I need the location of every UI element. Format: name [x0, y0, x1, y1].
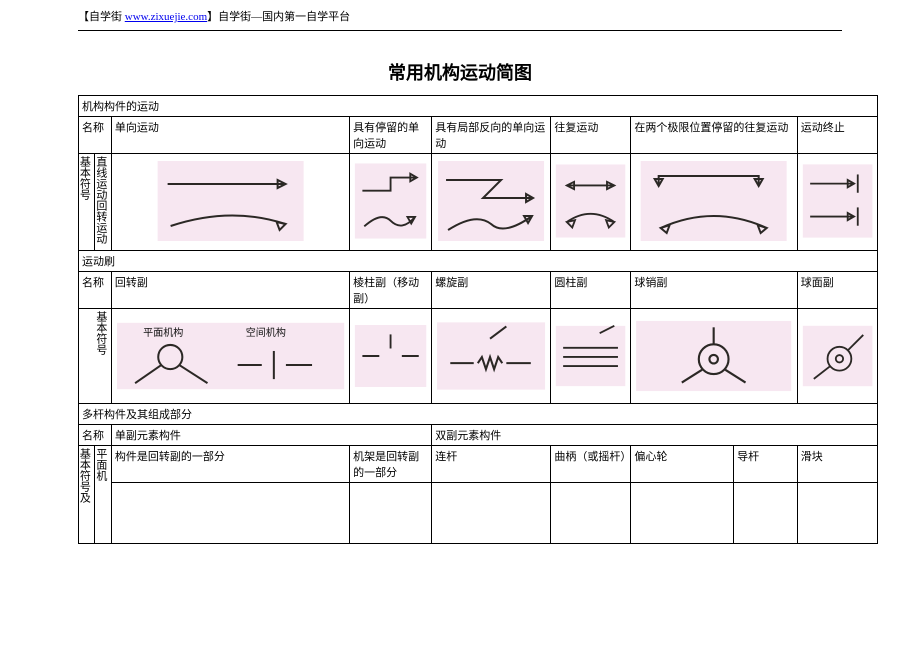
section2-header: 运动刷	[79, 251, 878, 272]
sym-s1-4	[631, 154, 797, 251]
s2-col-1: 棱柱副（移动副）	[350, 272, 432, 309]
sym-s2-3	[551, 309, 631, 404]
mechanism-table: 机构构件的运动 名称 单向运动 具有停留的单向运动 具有局部反向的单向运动 往复…	[78, 95, 878, 544]
pair-label-1: 空间机构	[246, 326, 286, 339]
s3-cell-3	[551, 483, 631, 544]
s3-r2: 偏心轮	[631, 446, 734, 483]
s1-col-2: 具有局部反向的单向运动	[432, 117, 551, 154]
s3-left-group: 单副元素构件	[111, 425, 431, 446]
s1-col-1: 具有停留的单向运动	[350, 117, 432, 154]
label-symbol-1: 基本符号	[79, 154, 95, 251]
s1-col-4: 在两个极限位置停留的往复运动	[631, 117, 797, 154]
label-sub-1: 直线运动回转运动	[95, 154, 111, 251]
sym-s2-4	[631, 309, 797, 404]
sym-s2-0: 平面机构 空间机构	[111, 309, 349, 404]
label-symbol-2: 基本符号	[79, 309, 112, 404]
sym-s2-2	[432, 309, 551, 404]
s3-l0: 构件是回转副的一部分	[111, 446, 349, 483]
pair-label-0: 平面机构	[143, 326, 183, 339]
label-sub-3: 平面机	[95, 446, 111, 544]
label-name-1: 名称	[79, 117, 112, 154]
s2-col-2: 螺旋副	[432, 272, 551, 309]
section3-header: 多杆构件及其组成部分	[79, 404, 878, 425]
sym-s1-1	[350, 154, 432, 251]
s3-cell-1	[350, 483, 432, 544]
section1-header: 机构构件的运动	[79, 96, 878, 117]
s1-col-5: 运动终止	[797, 117, 877, 154]
s3-r3: 导杆	[734, 446, 798, 483]
s3-cell-5	[734, 483, 798, 544]
s3-cell-4	[631, 483, 734, 544]
s3-l1: 机架是回转副的一部分	[350, 446, 432, 483]
page-header: 【自学街 www.zixuejie.com】自学街—国内第一自学平台	[0, 0, 920, 28]
s2-col-5: 球面副	[797, 272, 877, 309]
sym-s1-3	[551, 154, 631, 251]
s1-col-0: 单向运动	[111, 117, 349, 154]
s3-cell-2	[432, 483, 551, 544]
sym-s2-1	[350, 309, 432, 404]
s3-r1: 曲柄（或摇杆）	[551, 446, 631, 483]
header-suffix: 】自学街—国内第一自学平台	[207, 11, 350, 23]
s2-col-3: 圆柱副	[551, 272, 631, 309]
sym-s1-2	[432, 154, 551, 251]
header-rule	[78, 30, 842, 31]
sym-s2-5	[797, 309, 877, 404]
s2-col-4: 球销副	[631, 272, 797, 309]
s3-cell-0	[111, 483, 349, 544]
header-prefix: 【自学街	[78, 11, 125, 23]
s3-r0: 连杆	[432, 446, 551, 483]
sym-s1-0	[111, 154, 349, 251]
page-title: 常用机构运动简图	[0, 59, 920, 85]
header-link[interactable]: www.zixuejie.com	[125, 11, 207, 23]
s3-right-group: 双副元素构件	[432, 425, 878, 446]
s1-col-3: 往复运动	[551, 117, 631, 154]
label-symbol-3: 基本符号及	[79, 446, 95, 544]
label-name-2: 名称	[79, 272, 112, 309]
s3-r4: 滑块	[797, 446, 877, 483]
label-name-3: 名称	[79, 425, 112, 446]
s3-cell-6	[797, 483, 877, 544]
s2-col-0: 回转副	[111, 272, 349, 309]
sym-s1-5	[797, 154, 877, 251]
